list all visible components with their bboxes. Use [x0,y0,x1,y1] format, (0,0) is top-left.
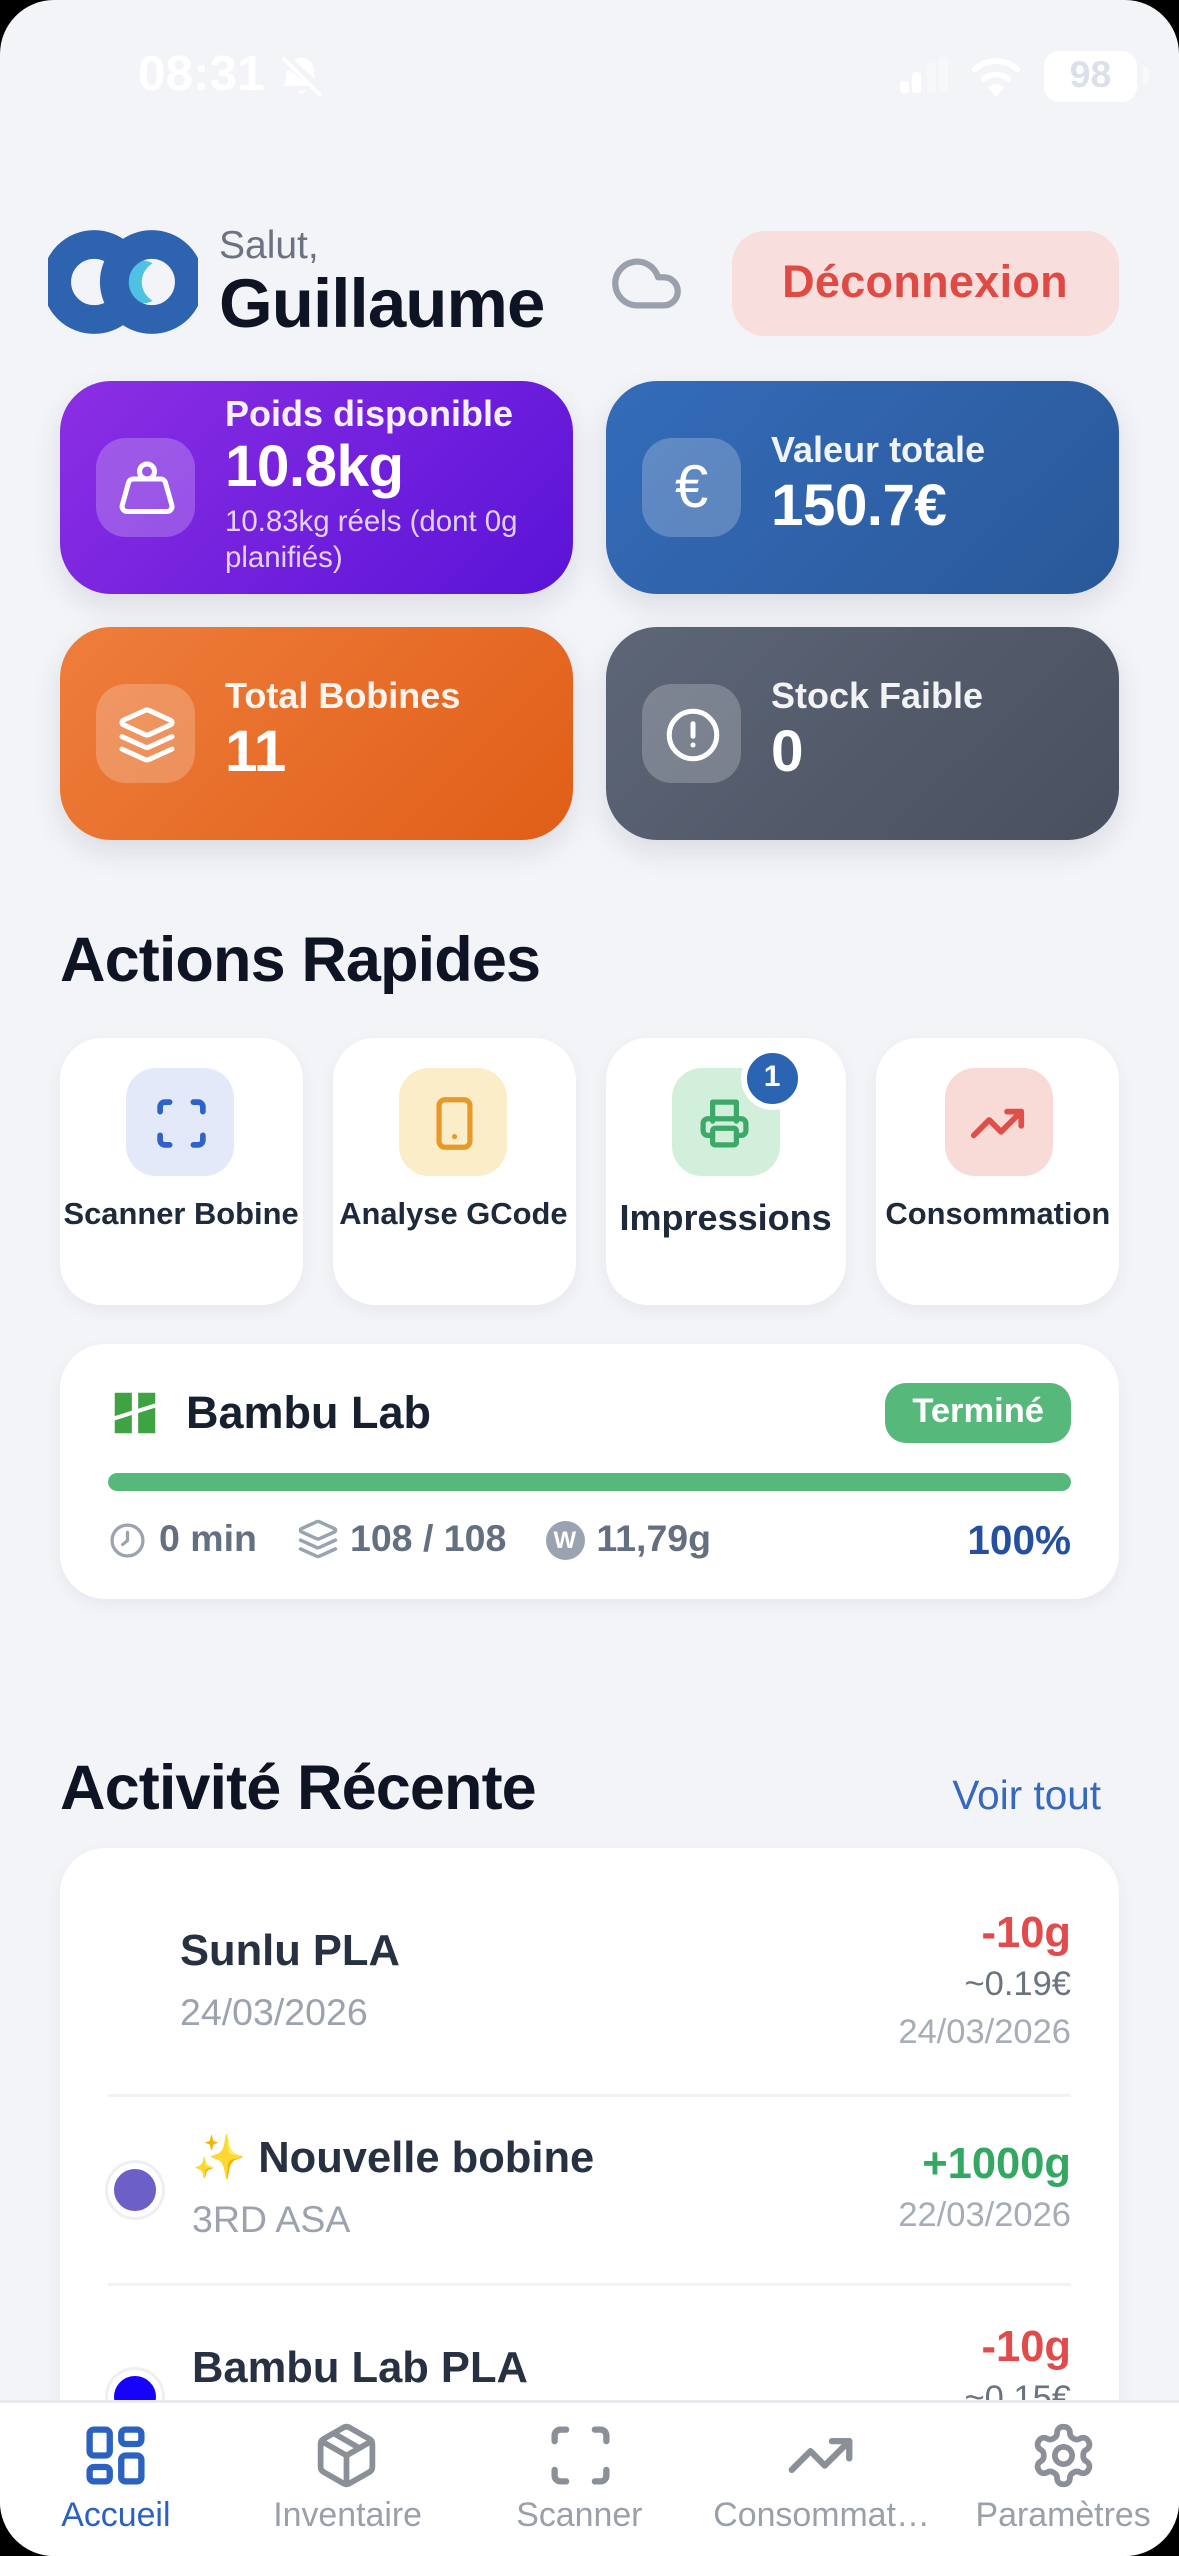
battery-indicator: 98 [1044,49,1149,101]
trending-up-icon [943,1068,1052,1176]
action-scan-spool[interactable]: Scanner Bobine [60,1038,303,1305]
bell-off-icon [280,53,325,98]
activity-row[interactable]: ✨ Nouvelle bobine 3RD ASA +1000g 22/03/2… [108,2098,1071,2286]
layers-icon [96,684,195,783]
print-progress-percent: 100% [967,1516,1071,1562]
activity-delta: -10g [981,2324,1071,2373]
app-logo [48,216,198,348]
print-status-badge: Terminé [885,1383,1071,1443]
euro-icon: € [642,438,741,537]
activity-date: 24/03/2026 [898,2015,1071,2052]
stat-card-available-weight[interactable]: Poids disponible 10.8kg 10.83kg réels (d… [60,381,573,594]
status-bar: 08:31 98 [0,0,1179,108]
stat-card-low-stock[interactable]: Stock Faible 0 [606,627,1119,840]
stat-label: Valeur totale [771,430,986,473]
action-prints[interactable]: 1 Impressions [604,1038,847,1305]
activity-name: Bambu Lab PLA [192,2345,528,2394]
wifi-icon [969,54,1023,96]
print-job-card[interactable]: Bambu Lab Terminé 0 min 108 / 108 W 11,7 [60,1344,1119,1598]
recent-activity-title: Activité Récente [60,1753,537,1823]
print-weight: W 11,79g [545,1518,711,1560]
action-label: Analyse GCode [339,1200,568,1233]
stats-grid: Poids disponible 10.8kg 10.83kg réels (d… [60,381,1119,840]
tab-inventory[interactable]: Inventaire [232,2403,464,2556]
gear-icon [1029,2421,1098,2490]
alert-circle-icon [642,684,741,783]
header: Salut, Guillaume Déconnexion [48,216,1119,348]
activity-subtitle: 3RD ASA [192,2198,351,2241]
print-job-name: Bambu Lab [186,1387,432,1439]
tab-scanner[interactable]: Scanner [464,2403,696,2556]
quick-actions-title: Actions Rapides [60,927,541,996]
print-progress-fill [108,1473,1071,1490]
activity-cost: ~0.19€ [964,1967,1072,2004]
activity-date: 22/03/2026 [898,2198,1071,2235]
stat-value: 0 [771,720,804,787]
spool-color-dot [108,1962,150,2004]
action-label: Scanner Bobine [63,1200,299,1233]
stat-label: Stock Faible [771,676,984,719]
stat-value: 10.8kg [225,436,404,503]
logout-button[interactable]: Déconnexion [731,229,1119,335]
status-time: 08:31 [138,46,265,101]
print-progress-bar [108,1473,1071,1490]
stat-label: Total Bobines [225,676,461,719]
printer-icon: 1 [671,1047,804,1176]
weight-w-icon: W [545,1519,585,1559]
cloud-sync-icon[interactable] [608,245,683,320]
action-consumption[interactable]: Consommation [876,1038,1119,1305]
prints-badge: 1 [740,1047,804,1110]
activity-delta: +1000g [922,2140,1071,2189]
weight-icon [96,438,195,537]
see-all-link[interactable]: Voir tout [934,1769,1119,1820]
stat-card-total-spools[interactable]: Total Bobines 11 [60,627,573,840]
print-time: 0 min [108,1518,257,1560]
dashboard-icon [81,2421,150,2490]
cellular-signal-icon [898,57,948,93]
activity-row[interactable]: Sunlu PLA 24/03/2026 -10g ~0.19€ 24/03/2… [108,1856,1071,2099]
activity-name: ✨ Nouvelle bobine [192,2137,595,2186]
battery-percent: 98 [1069,54,1112,96]
action-label: Consommation [885,1200,1111,1233]
stat-card-total-value[interactable]: € Valeur totale 150.7€ [606,381,1119,594]
username-text: Guillaume [219,263,545,342]
scan-frame-icon [545,2421,614,2490]
activity-delta: -10g [981,1909,1071,1958]
tab-home[interactable]: Accueil [0,2403,232,2556]
smartphone-icon [399,1068,508,1176]
bambu-lab-logo [108,1386,162,1440]
stat-subtext: 10.83kg réels (dont 0g planifiés) [225,506,518,577]
print-layers: 108 / 108 [296,1518,506,1560]
tab-bar: Accueil Inventaire Scanner [0,2400,1179,2556]
greeting-text: Salut, [219,222,319,268]
action-label: Impressions [619,1197,832,1239]
activity-name: Sunlu PLA [180,1929,400,1978]
quick-actions-row: Scanner Bobine Analyse GCode 1 Impressio… [60,1038,1119,1305]
spool-color-dot [108,2163,162,2218]
activity-subtitle: 24/03/2026 [180,1991,368,2034]
trending-up-icon [787,2421,856,2490]
action-analyze-gcode[interactable]: Analyse GCode [332,1038,575,1305]
package-icon [313,2421,382,2490]
stat-value: 11 [225,720,286,787]
scan-frame-icon [127,1068,236,1176]
tab-settings[interactable]: Paramètres [947,2403,1179,2556]
stat-label: Poids disponible [225,391,514,434]
tab-consumption[interactable]: Consommat… [695,2403,947,2556]
stat-value: 150.7€ [771,474,947,541]
